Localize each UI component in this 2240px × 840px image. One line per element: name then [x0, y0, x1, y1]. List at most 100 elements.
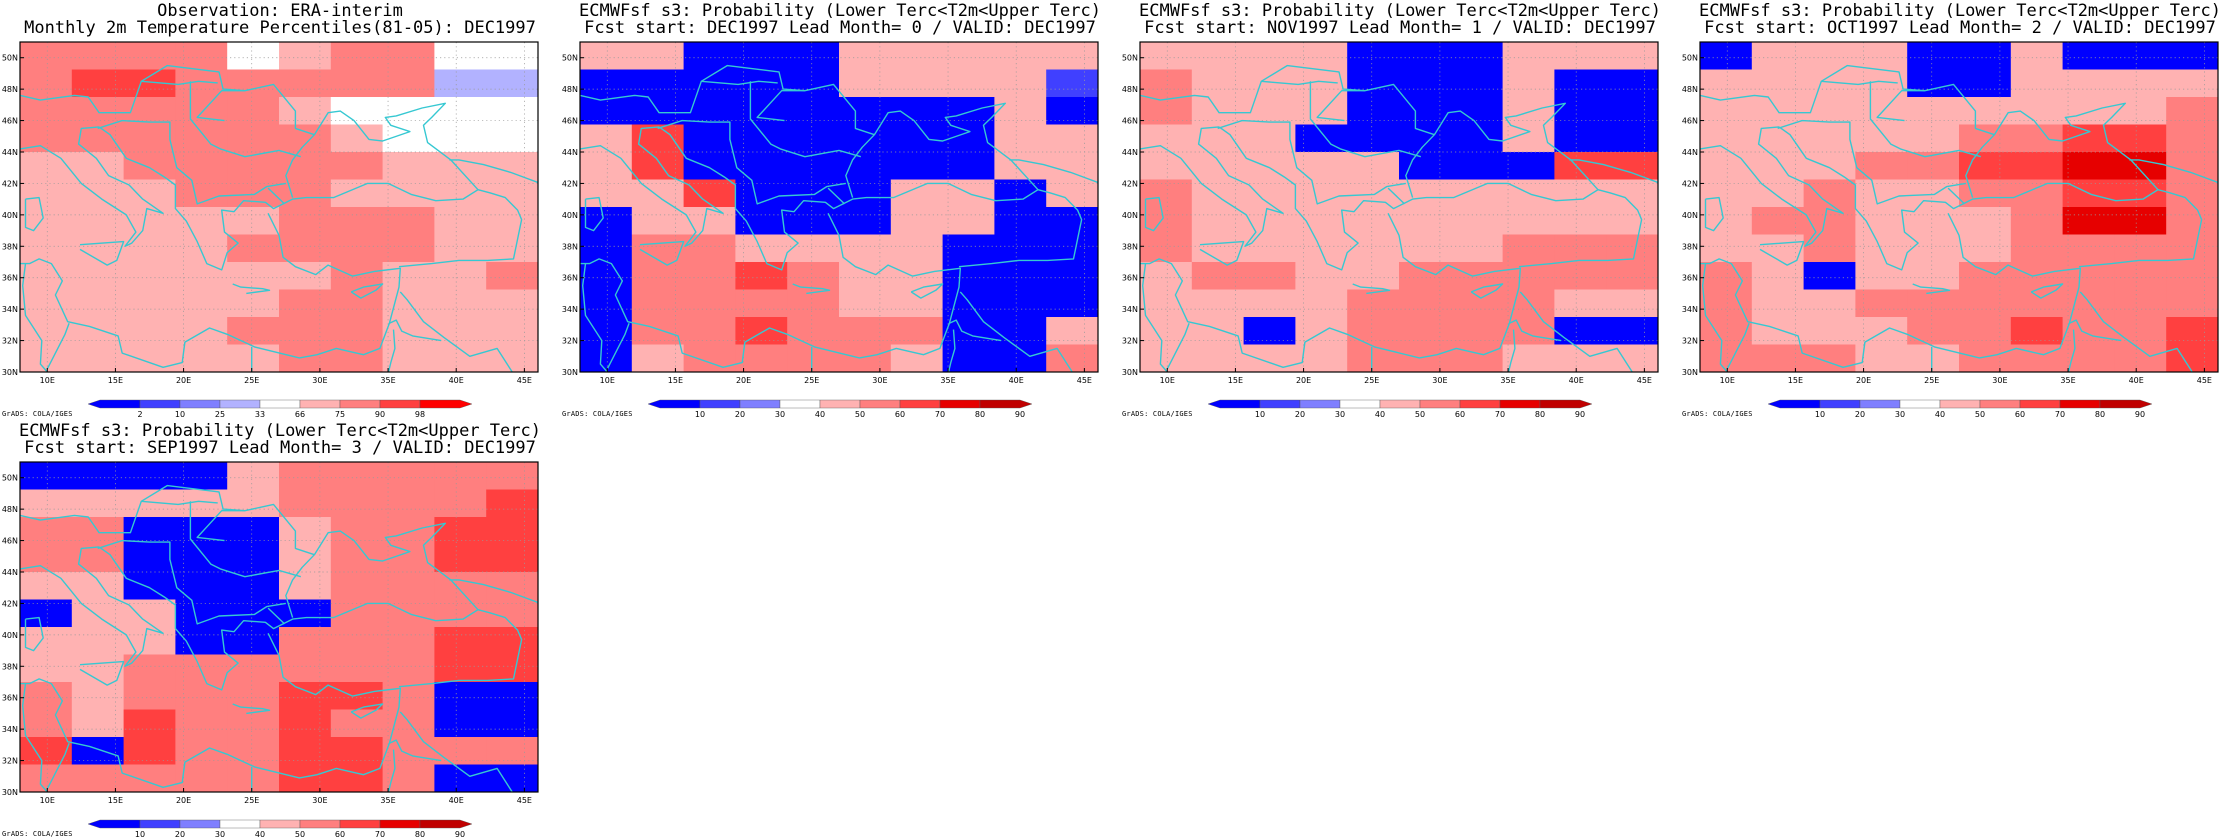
colorbar-label: 30: [215, 830, 225, 839]
grid-cell: [2062, 289, 2115, 318]
grid-cell: [890, 234, 943, 263]
grid-cell: [1347, 234, 1400, 263]
grid-cell: [382, 682, 435, 710]
colorbar-label: 80: [2095, 410, 2105, 419]
lon-tick-label: 45E: [517, 376, 532, 385]
lat-tick-label: 34N: [2, 725, 18, 734]
grid-cell: [279, 234, 332, 263]
grid-cell: [2166, 124, 2219, 153]
grid-cell: [1502, 152, 1555, 180]
grid-cell: [631, 42, 684, 70]
grid-cell: [1347, 124, 1400, 153]
grid-cell: [382, 207, 435, 235]
grid-cell: [20, 152, 73, 180]
grid-cell: [434, 627, 487, 655]
lon-tick-label: 25E: [244, 376, 259, 385]
grid-cell: [175, 462, 228, 490]
colorbar-swatch: [979, 399, 1033, 409]
grid-cell: [2114, 152, 2167, 180]
grid-cell: [1399, 179, 1452, 208]
colorbar-label: 60: [2015, 410, 2025, 419]
lat-tick-label: 32N: [562, 337, 578, 346]
grid-cell: [175, 152, 228, 180]
grid-cell: [330, 572, 383, 600]
grid-cell: [1959, 179, 2012, 208]
grid-cell: [839, 179, 892, 208]
grid-cell: [1959, 262, 2012, 290]
grid-cell: [1243, 152, 1296, 180]
grid-cell: [1243, 124, 1296, 153]
grid-cell: [580, 179, 633, 208]
grid-cell: [2062, 152, 2115, 180]
grid-cell: [631, 344, 684, 373]
grid-cell: [330, 179, 383, 208]
grid-cell: [486, 599, 539, 628]
grid-cell: [1243, 207, 1296, 235]
colorbar-label: 90: [375, 410, 385, 419]
grid-cell: [1399, 344, 1452, 373]
grid-cell: [1855, 262, 1908, 290]
grid-cell: [994, 69, 1047, 98]
grid-cell: [1191, 289, 1244, 318]
colorbar-swatch: [819, 399, 861, 409]
grads-credit: GrADS: COLA/IGES: [2, 830, 73, 838]
grid-cell: [683, 152, 736, 180]
grid-cell: [942, 152, 995, 180]
grid-cell: [942, 97, 995, 125]
grid-cell: [1502, 262, 1555, 290]
grid-cell: [1907, 42, 1960, 70]
grid-cell: [735, 152, 788, 180]
colorbar-label: 20: [735, 410, 745, 419]
grid-cell: [942, 69, 995, 98]
colorbar-swatch: [2019, 399, 2061, 409]
grid-cell: [279, 69, 332, 98]
grads-credit: GrADS: COLA/IGES: [562, 410, 633, 418]
lat-tick-label: 36N: [562, 274, 578, 283]
colorbar-label: 80: [415, 830, 425, 839]
grid-cell: [123, 544, 176, 573]
grid-cell: [1399, 207, 1452, 235]
grid-cell: [1751, 262, 1804, 290]
map-panel-lead-1: 30N 32N 34N 36N 38N 40N 42N 44N 46N 48N 50N 10E 15E 2…: [1120, 0, 1680, 420]
grid-cell: [1243, 262, 1296, 290]
grid-cell: [279, 42, 332, 70]
grid-cell: [279, 462, 332, 490]
colorbar-swatch: [1299, 399, 1341, 409]
grid-cell: [2166, 234, 2219, 263]
grid-cell: [71, 262, 124, 290]
grid-cell: [994, 179, 1047, 208]
grid-cell: [20, 42, 73, 70]
grid-cell: [227, 344, 280, 373]
grid-cell: [382, 344, 435, 373]
grid-cell: [2114, 69, 2167, 98]
grid-cell: [486, 179, 539, 208]
lat-tick-label: 46N: [562, 117, 578, 126]
lat-tick-label: 44N: [1122, 148, 1138, 157]
lat-tick-label: 40N: [1122, 211, 1138, 220]
lat-tick-label: 44N: [562, 148, 578, 157]
grid-cell: [20, 489, 73, 518]
grid-cell: [330, 289, 383, 318]
grid-cell: [580, 69, 633, 98]
grid-cell: [2114, 179, 2167, 208]
grid-cell: [175, 627, 228, 655]
colorbar-swatch: [87, 399, 141, 409]
grid-cell: [1399, 42, 1452, 70]
grid-cell: [1399, 124, 1452, 153]
grid-cell: [2114, 234, 2167, 263]
grid-cell: [1502, 69, 1555, 98]
grid-cell: [227, 69, 280, 98]
colorbar-label: 70: [1495, 410, 1505, 419]
colorbar-label: 50: [855, 410, 865, 419]
colorbar-label: 70: [935, 410, 945, 419]
panel-title-line2: Monthly 2m Temperature Percentiles(81-05…: [24, 18, 536, 38]
grid-cell: [1243, 289, 1296, 318]
grid-cell: [1140, 344, 1193, 373]
colorbar-swatch: [1939, 399, 1981, 409]
colorbar-label: 60: [1455, 410, 1465, 419]
grid-cell: [2114, 42, 2167, 70]
grid-cell: [20, 599, 73, 628]
grid-cell: [2010, 179, 2063, 208]
panel-title-line2: Fcst start: OCT1997 Lead Month= 2 / VALI…: [1704, 18, 2216, 38]
grid-cell: [330, 69, 383, 98]
